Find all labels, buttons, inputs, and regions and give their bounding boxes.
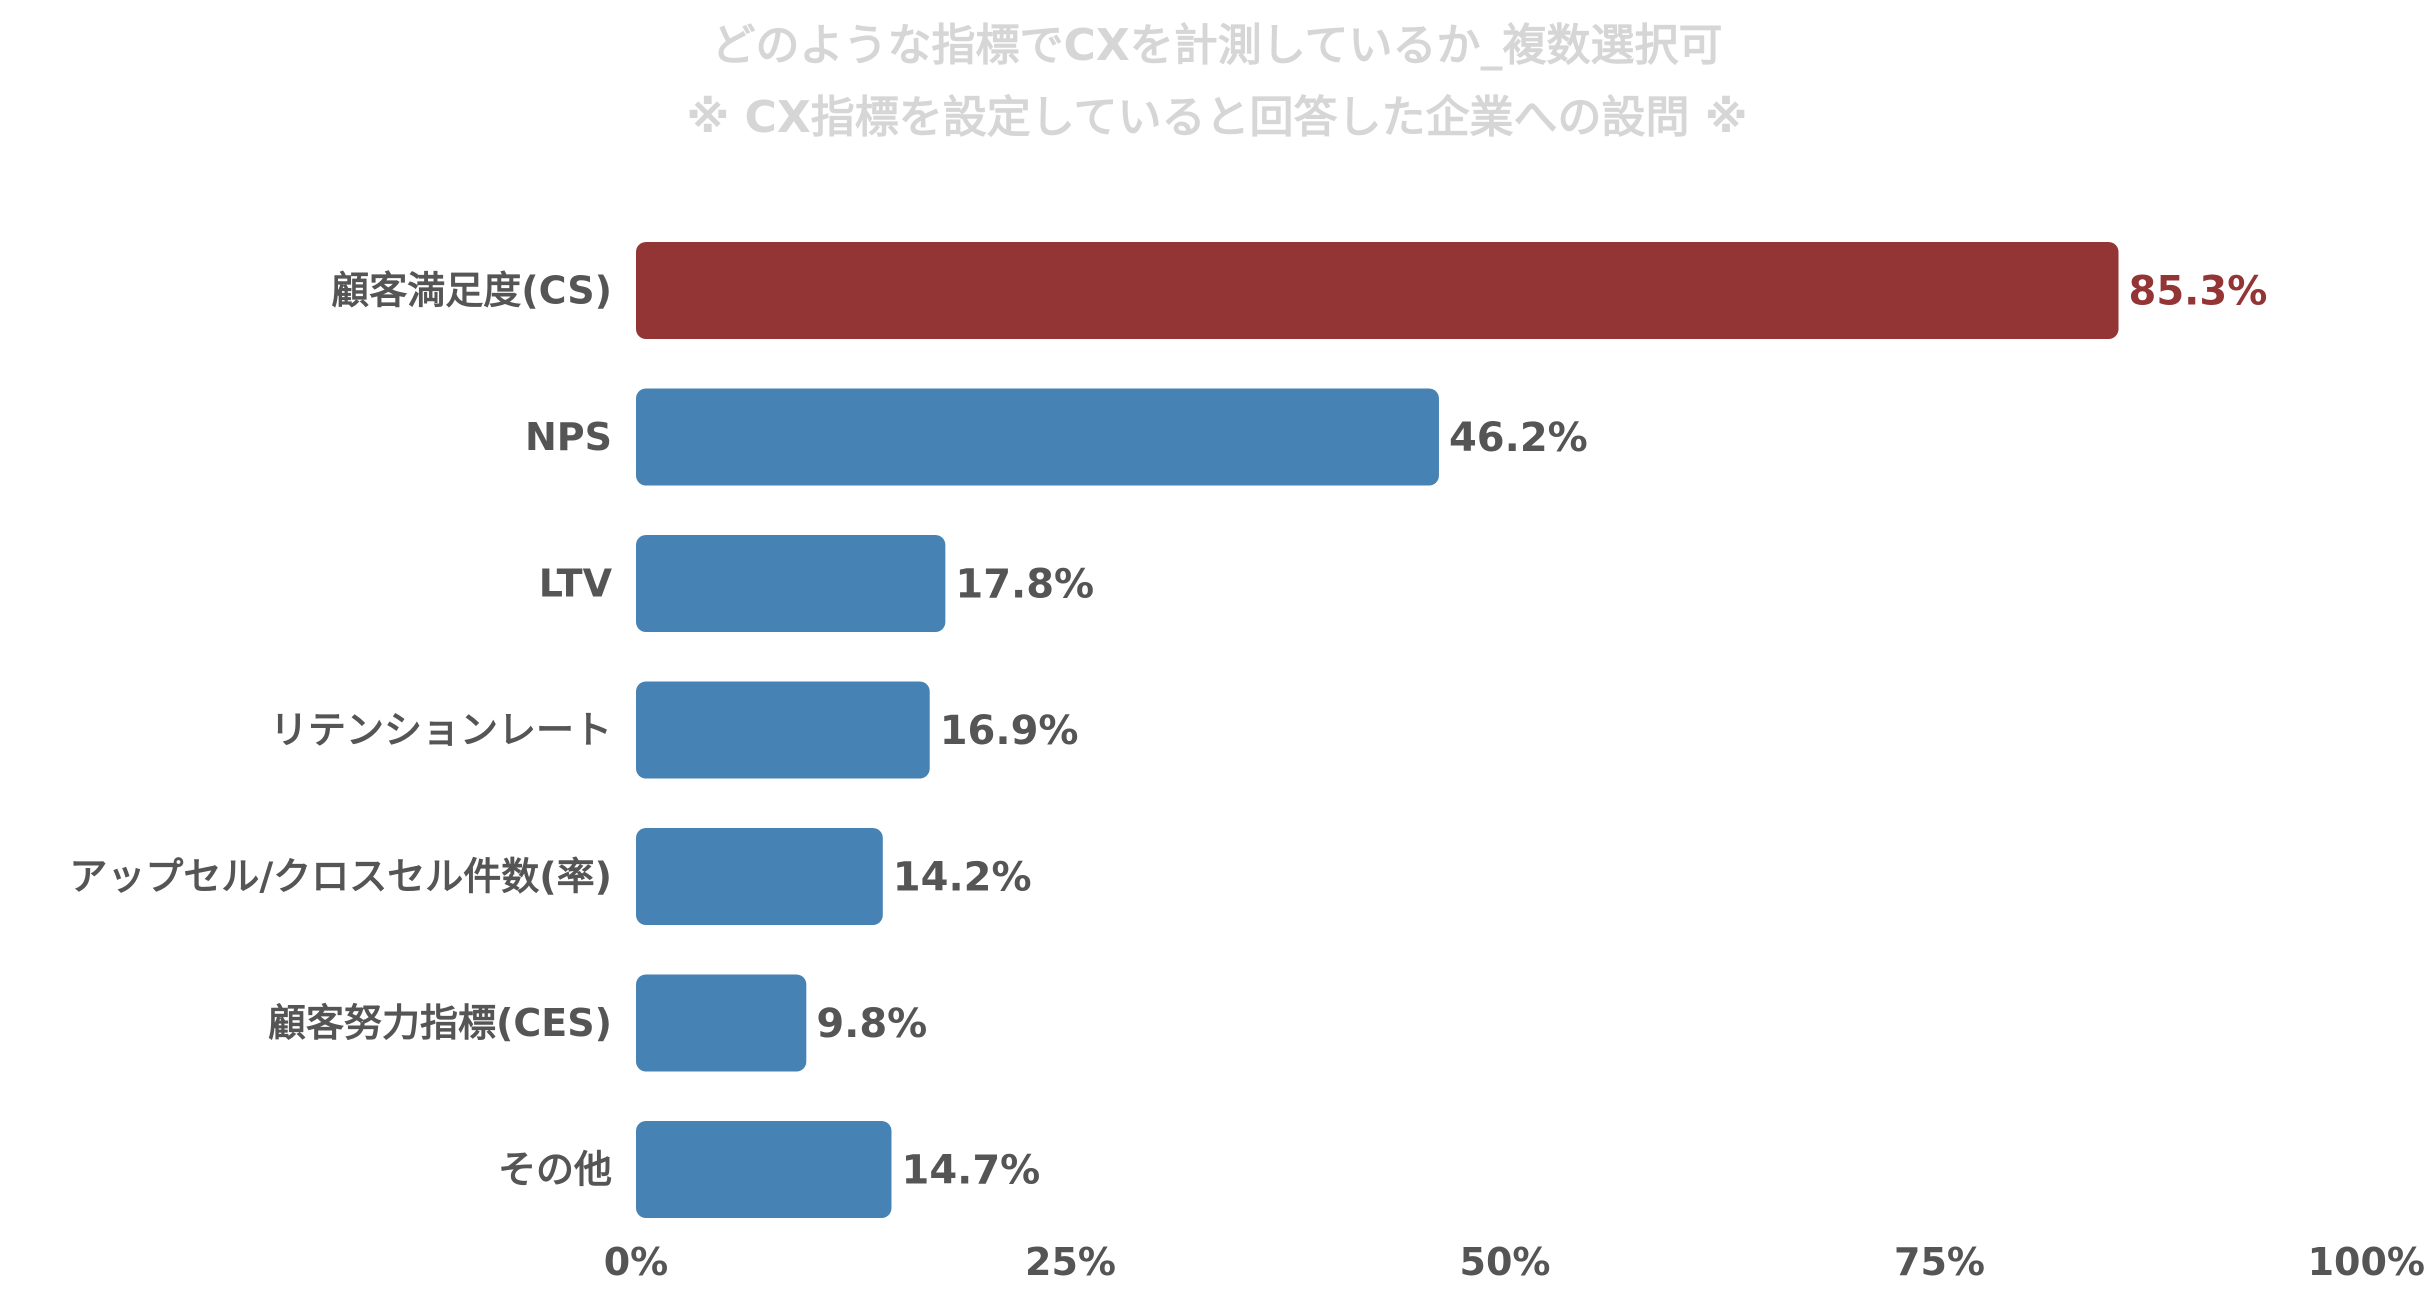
value-label-5: 14.2% <box>893 855 1032 901</box>
x-tick-label-0: 0% <box>604 1240 669 1284</box>
value-label-3: 17.8% <box>955 562 1094 608</box>
value-label-2: 46.2% <box>1449 415 1588 461</box>
value-label-1: 85.3% <box>2129 269 2268 315</box>
bar-2 <box>636 388 1439 486</box>
value-label-7: 14.7% <box>901 1148 1040 1194</box>
value-label-6: 9.8% <box>816 1001 927 1047</box>
category-label-2: NPS <box>525 415 612 459</box>
plot-area: 顧客満足度(CS) 85.3% NPS 46.2% LTV 17.8% リテンションレート 1… <box>69 242 2425 1284</box>
x-tick-label-75: 75% <box>1894 1240 1985 1284</box>
bar-3 <box>636 535 946 632</box>
bar-6 <box>636 974 807 1072</box>
value-label-4: 16.9% <box>940 708 1079 754</box>
chart-subtitle: ※ CX指標を設定していると回答した企業への設問 ※ <box>686 92 1747 143</box>
bar-4 <box>636 681 930 779</box>
category-label-6: 顧客努力指標(CES) <box>268 1001 612 1045</box>
x-tick-label-25: 25% <box>1025 1240 1116 1284</box>
bar-5 <box>636 828 883 925</box>
category-label-7: その他 <box>498 1148 612 1192</box>
x-tick-label-100: 100% <box>2308 1240 2425 1284</box>
x-tick-label-50: 50% <box>1460 1240 1551 1284</box>
category-label-3: LTV <box>539 562 613 606</box>
category-label-4: リテンションレート <box>270 708 612 752</box>
bar-1 <box>636 242 2119 339</box>
category-label-5: アップセル/クロスセル件数(率) <box>69 855 612 899</box>
category-label-1: 顧客満足度(CS) <box>331 269 612 313</box>
chart-title: どのような指標でCXを計測しているか_複数選択可 <box>712 20 1723 71</box>
bar-7 <box>636 1121 892 1218</box>
